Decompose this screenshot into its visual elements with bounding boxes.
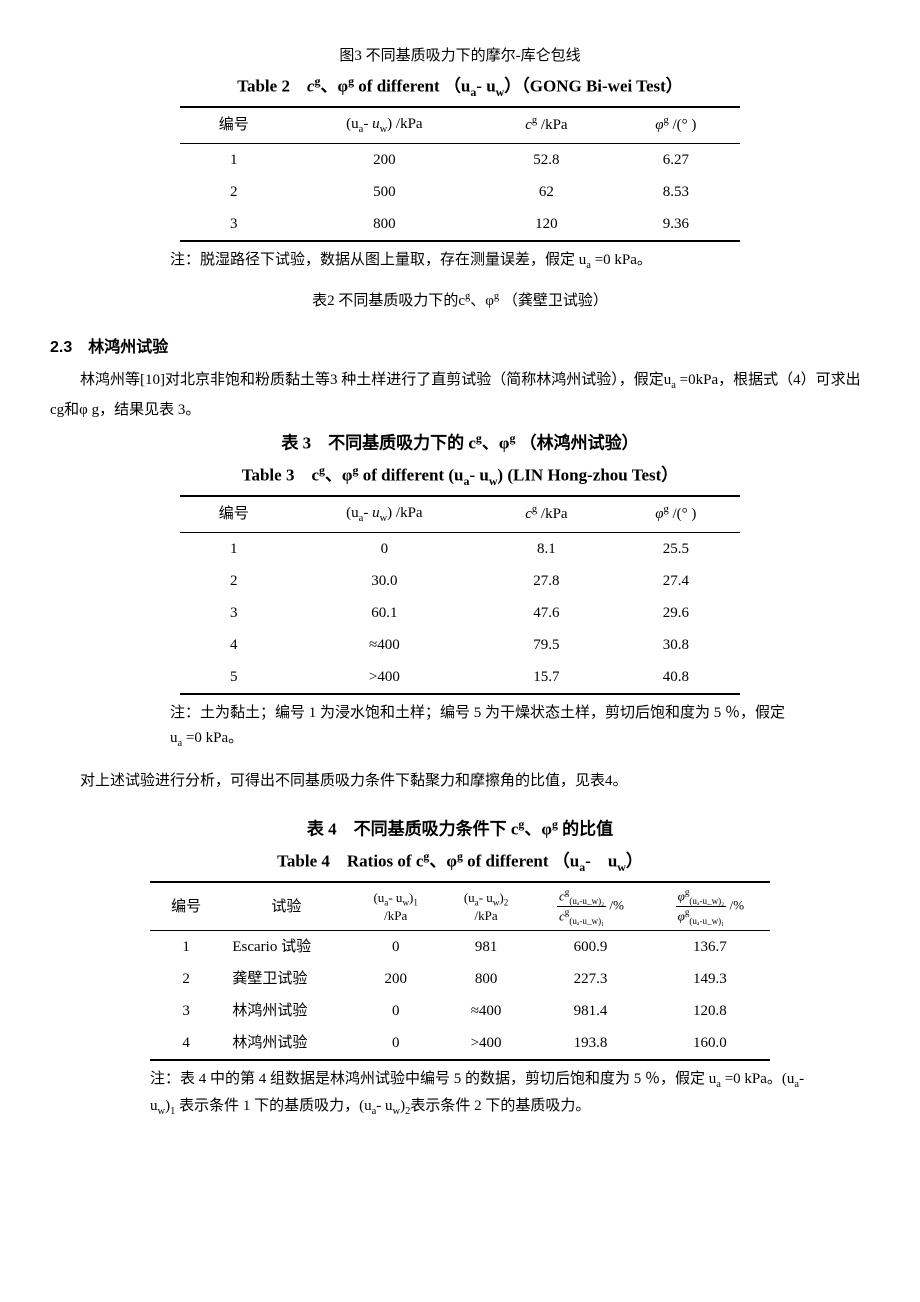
t4-h4: (ua- uw)2/kPa [441, 882, 531, 930]
table4-title-cn: 表 4 不同基质吸力条件下 cg、φg 的比值 [50, 815, 870, 843]
table2-caption-cn: 表2 不同基质吸力下的cg、φg （龚壁卫试验） [50, 289, 870, 313]
table2-title-en: Table 2 cg、φg of different （ua- uw）（GONG… [50, 72, 870, 102]
fig3-caption: 图3 不同基质吸力下的摩尔-库仑包线 [50, 44, 870, 68]
table3: 编号 (ua- uw) /kPa cg /kPa φg /(° ) 108.12… [180, 495, 740, 695]
table3-title-cn: 表 3 不同基质吸力下的 cg、φg （林鸿州试验） [50, 429, 870, 457]
section-2-3-heading: 2.3 林鸿州试验 [50, 335, 870, 361]
mid-para: 对上述试验进行分析，可得出不同基质吸力条件下黏聚力和摩擦角的比值，见表4。 [50, 767, 870, 796]
section-2-3-para: 林鸿州等[10]对北京非饱和粉质黏土等3 种土样进行了直剪试验（简称林鸿州试验）… [50, 366, 870, 424]
table4-note: 注：表 4 中的第 4 组数据是林鸿州试验中编号 5 的数据，剪切后饱和度为 5… [50, 1067, 870, 1121]
t4-h2: 试验 [222, 882, 350, 930]
t2-h3: cg /kPa [481, 107, 611, 143]
t4-h6: φg(uₐ-u_w)₂ φg(uₐ-u_w)₁ /% [650, 882, 770, 930]
table3-title-en: Table 3 cg、φg of different (ua- uw) (LIN… [50, 461, 870, 491]
table2-note: 注：脱湿路径下试验，数据从图上量取，存在测量误差，假定 ua =0 kPa。 [50, 248, 870, 275]
table3-note: 注：土为黏土；编号 1 为浸水饱和土样；编号 5 为干燥状态土样，剪切后饱和度为… [50, 701, 870, 753]
table2: 编号 (ua- uw) /kPa cg /kPa φg /(° ) 120052… [180, 106, 740, 242]
t2-h2: (ua- uw) /kPa [288, 107, 482, 143]
table4-title-en: Table 4 Ratios of cg、φg of different （ua… [50, 847, 870, 877]
t4-h3: (ua- uw)1/kPa [351, 882, 441, 930]
t4-h5: cg(uₐ-u_w)₂ cg(uₐ-u_w)₁ /% [531, 882, 649, 930]
table4: 编号 试验 (ua- uw)1/kPa (ua- uw)2/kPa cg(uₐ-… [150, 881, 770, 1061]
t4-h1: 编号 [150, 882, 222, 930]
t2-h1: 编号 [180, 107, 288, 143]
t2-h4: φg /(° ) [612, 107, 740, 143]
